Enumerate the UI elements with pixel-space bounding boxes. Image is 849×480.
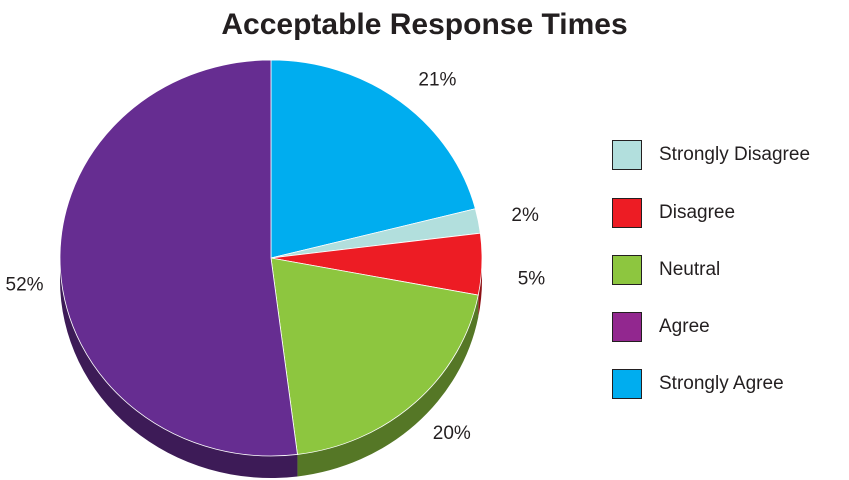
legend-label: Strongly Disagree	[659, 144, 811, 165]
legend-label: Agree	[659, 316, 710, 337]
pie-slice-side-neutral	[297, 295, 479, 477]
legend-label: Strongly Agree	[659, 373, 784, 394]
pie-top-layer	[59, 59, 483, 457]
legend-swatch	[612, 312, 642, 342]
legend-item-agree: Agree	[612, 312, 847, 342]
pie-slice-side-disagree	[478, 258, 482, 318]
legend-swatch	[612, 198, 642, 228]
legend-label: Neutral	[659, 259, 721, 280]
legend-label: Disagree	[659, 202, 736, 223]
data-label-strongly-disagree: 2%	[511, 205, 539, 226]
legend-swatch	[612, 369, 642, 399]
legend-swatch	[612, 140, 642, 170]
pie-labels-layer: 21% 2% 5% 20% 52%	[6, 70, 546, 444]
pie-slice-agree	[59, 59, 298, 457]
data-label-agree: 52%	[6, 275, 44, 296]
legend-item-strongly-disagree: Strongly Disagree	[612, 140, 847, 170]
legend-item-neutral: Neutral	[612, 255, 847, 285]
pie-slice-strongly-agree	[270, 59, 476, 259]
pie-slice-neutral	[270, 257, 479, 455]
legend-item-disagree: Disagree	[612, 198, 847, 228]
data-label-strongly-agree: 21%	[418, 70, 456, 91]
data-label-disagree: 5%	[518, 268, 546, 289]
legend-item-strongly-agree: Strongly Agree	[612, 369, 847, 399]
legend-swatch	[612, 255, 642, 285]
chart-title: Acceptable Response Times	[221, 8, 628, 41]
data-label-neutral: 20%	[433, 423, 471, 444]
